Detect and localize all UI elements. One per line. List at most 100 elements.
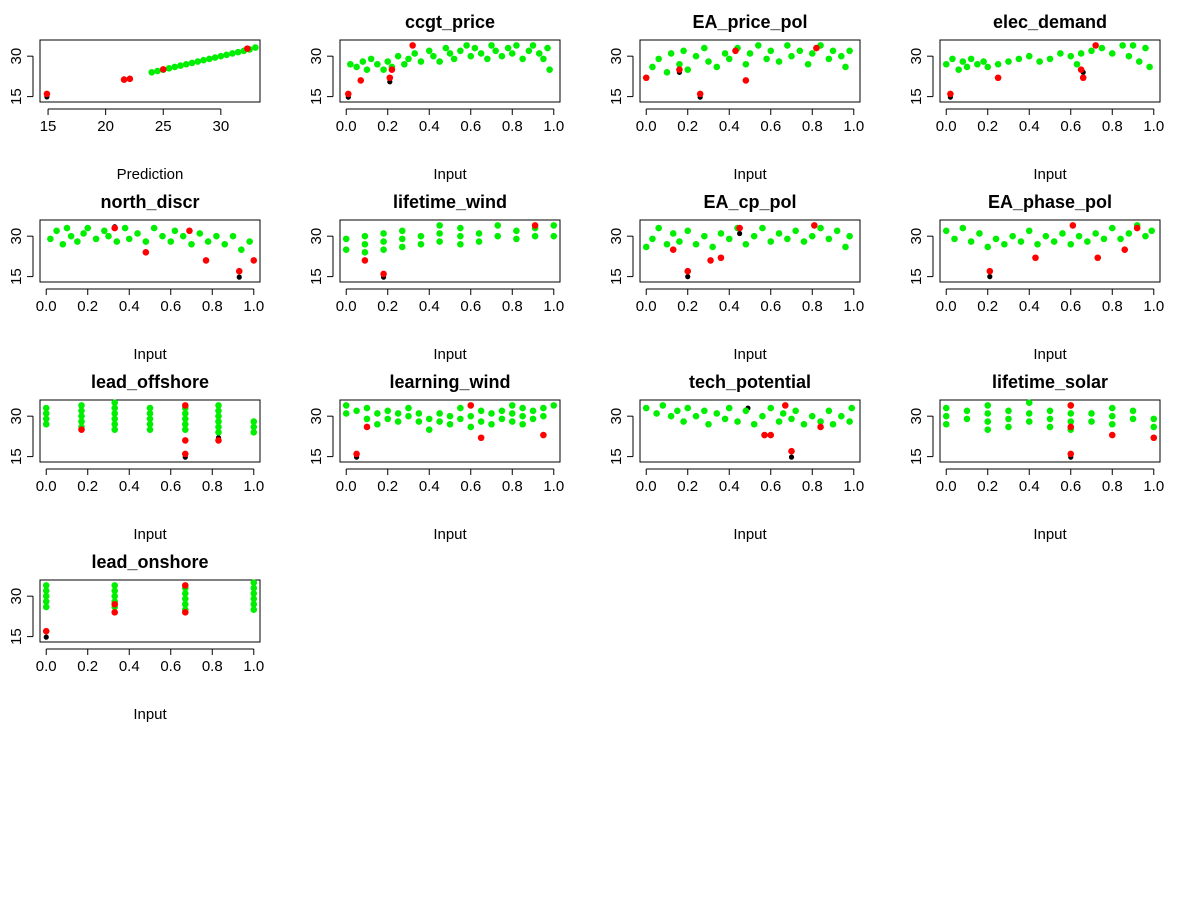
highlight-point xyxy=(994,74,1002,82)
highlight-point xyxy=(761,431,768,439)
highlight-point xyxy=(159,66,167,73)
panel-prediction: 15 20 25 30 15 30 Prediction xyxy=(8,39,261,183)
sample-point xyxy=(457,415,464,423)
plot-frame xyxy=(639,219,861,283)
sample-point xyxy=(111,426,119,433)
panel-title: tech_potential xyxy=(689,372,811,392)
sample-point xyxy=(817,224,824,232)
sample-point xyxy=(121,224,129,232)
x-tick-label: 0.2 xyxy=(677,298,698,315)
sample-point xyxy=(550,402,558,409)
sample-point xyxy=(229,232,237,240)
plot-frame xyxy=(939,399,1161,463)
sample-point xyxy=(701,407,708,415)
sample-point xyxy=(750,232,758,240)
sample-point xyxy=(535,50,543,57)
highlight-point xyxy=(1150,434,1158,442)
highlight-point xyxy=(120,76,128,83)
sample-point xyxy=(825,407,833,415)
sample-point xyxy=(1057,50,1064,57)
sample-point xyxy=(1017,238,1025,245)
sample-point xyxy=(1005,407,1012,415)
sample-point xyxy=(942,227,950,235)
y-tick-label: 30 xyxy=(8,48,25,65)
highlight-point xyxy=(1079,74,1087,82)
sample-point xyxy=(942,412,950,420)
sample-point xyxy=(196,230,204,237)
x-tick-label: 1.0 xyxy=(843,118,864,135)
highlight-point xyxy=(181,437,189,444)
sample-point xyxy=(353,407,360,415)
sample-point xyxy=(446,420,454,428)
y-tick-label: 15 xyxy=(8,268,25,285)
sample-point xyxy=(967,55,975,63)
sample-point xyxy=(1108,224,1116,232)
sample-point xyxy=(1142,232,1149,240)
sample-point xyxy=(508,50,516,57)
sample-point xyxy=(213,232,220,240)
sample-point xyxy=(250,600,258,608)
sample-point xyxy=(488,410,495,417)
x-tick-label: 0.6 xyxy=(760,478,781,495)
sample-point xyxy=(1015,55,1023,63)
sample-point xyxy=(684,227,692,235)
x-tick-label: 0.4 xyxy=(719,118,740,135)
highlight-point xyxy=(186,227,193,235)
sample-point xyxy=(519,420,526,428)
sample-point xyxy=(353,63,360,71)
x-tick-label: 0.2 xyxy=(377,478,398,495)
x-tick-label: 0.4 xyxy=(1019,298,1040,315)
sample-point xyxy=(401,60,408,68)
sample-point xyxy=(529,415,537,423)
sample-point xyxy=(200,56,207,64)
highlight-point xyxy=(707,257,714,264)
sample-point xyxy=(363,415,371,423)
x-axis-label: Input xyxy=(433,346,467,363)
sample-point xyxy=(78,412,85,420)
sample-point xyxy=(63,224,71,232)
sample-point xyxy=(417,232,425,240)
sample-point xyxy=(430,52,437,60)
highlight-point xyxy=(1067,450,1075,458)
sample-point xyxy=(796,47,804,55)
sample-point xyxy=(755,42,762,49)
sample-point xyxy=(165,65,173,72)
panel-title: north_discr xyxy=(100,192,199,212)
sample-point xyxy=(374,410,381,417)
sample-point xyxy=(692,52,700,60)
highlight-point xyxy=(1133,224,1141,232)
sample-point xyxy=(1129,415,1137,423)
highlight-point xyxy=(1069,222,1077,229)
x-axis-label: Input xyxy=(433,166,467,183)
panel-title: ccgt_price xyxy=(405,12,495,32)
sample-point xyxy=(513,227,520,235)
y-tick-label: 15 xyxy=(908,448,925,465)
sample-point xyxy=(498,52,506,60)
sample-point xyxy=(442,44,450,52)
sample-point xyxy=(84,224,92,232)
x-tick-label: 0.8 xyxy=(502,298,523,315)
sample-point xyxy=(154,67,161,75)
sample-point xyxy=(250,590,258,597)
sample-point xyxy=(659,402,667,409)
sample-point xyxy=(544,44,551,52)
sample-point xyxy=(1067,240,1075,248)
sample-point xyxy=(676,238,683,245)
sample-point xyxy=(742,407,750,415)
sample-point xyxy=(111,592,119,600)
highlight-point xyxy=(388,66,396,73)
sample-point xyxy=(342,235,350,243)
sample-point xyxy=(181,600,189,608)
sample-point xyxy=(42,404,50,412)
sample-point xyxy=(250,418,258,425)
sample-point xyxy=(653,410,660,417)
sample-point xyxy=(1067,52,1075,60)
highlight-point xyxy=(742,77,750,84)
panel-lead_offshore: lead_offshore 0.0 0.2 0.4 0.6 0.8 1.0 15 30 Input xyxy=(8,372,264,543)
sample-point xyxy=(425,415,433,423)
sample-point xyxy=(150,224,158,232)
sample-point xyxy=(1088,47,1095,55)
panel-title: EA_phase_pol xyxy=(988,192,1112,212)
x-tick-label: 0.6 xyxy=(760,118,781,135)
sample-point xyxy=(179,232,187,240)
